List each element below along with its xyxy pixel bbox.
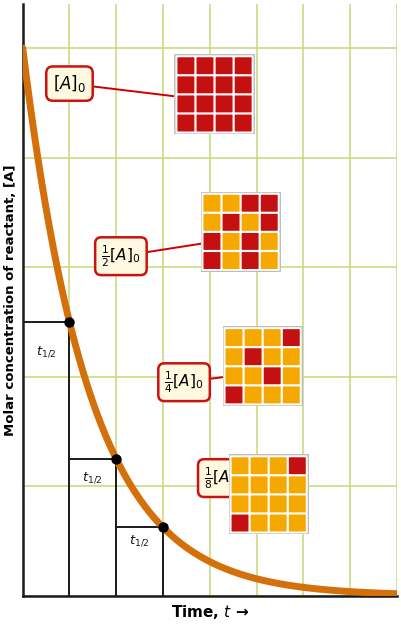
FancyBboxPatch shape xyxy=(250,457,268,475)
FancyBboxPatch shape xyxy=(263,348,282,366)
FancyBboxPatch shape xyxy=(282,329,300,347)
FancyBboxPatch shape xyxy=(269,457,288,475)
FancyBboxPatch shape xyxy=(269,514,288,532)
FancyBboxPatch shape xyxy=(215,95,233,113)
FancyBboxPatch shape xyxy=(269,495,288,513)
FancyBboxPatch shape xyxy=(244,367,262,385)
FancyBboxPatch shape xyxy=(260,251,278,269)
FancyBboxPatch shape xyxy=(282,348,300,366)
FancyBboxPatch shape xyxy=(231,514,249,532)
FancyBboxPatch shape xyxy=(203,194,221,213)
FancyBboxPatch shape xyxy=(263,386,282,404)
FancyBboxPatch shape xyxy=(263,329,282,347)
FancyBboxPatch shape xyxy=(203,232,221,251)
FancyBboxPatch shape xyxy=(244,348,262,366)
FancyBboxPatch shape xyxy=(201,192,280,272)
FancyBboxPatch shape xyxy=(288,476,306,494)
FancyBboxPatch shape xyxy=(198,189,283,274)
X-axis label: Time, $t$ →: Time, $t$ → xyxy=(171,603,249,621)
Text: $[A]_0$: $[A]_0$ xyxy=(53,73,86,94)
FancyBboxPatch shape xyxy=(250,514,268,532)
FancyBboxPatch shape xyxy=(223,326,302,406)
FancyBboxPatch shape xyxy=(288,457,306,475)
FancyBboxPatch shape xyxy=(177,57,195,75)
FancyBboxPatch shape xyxy=(231,476,249,494)
FancyBboxPatch shape xyxy=(222,232,240,251)
FancyBboxPatch shape xyxy=(231,495,249,513)
FancyBboxPatch shape xyxy=(215,76,233,94)
FancyBboxPatch shape xyxy=(175,54,254,134)
FancyBboxPatch shape xyxy=(241,251,259,269)
FancyBboxPatch shape xyxy=(234,76,252,94)
FancyBboxPatch shape xyxy=(222,251,240,269)
FancyBboxPatch shape xyxy=(250,476,268,494)
FancyBboxPatch shape xyxy=(269,476,288,494)
FancyBboxPatch shape xyxy=(225,386,243,404)
Text: $t_{1/2}$: $t_{1/2}$ xyxy=(83,470,103,484)
FancyBboxPatch shape xyxy=(244,329,262,347)
Text: $t_{1/2}$: $t_{1/2}$ xyxy=(36,344,57,359)
Text: $\frac{1}{4}[A]_0$: $\frac{1}{4}[A]_0$ xyxy=(164,369,204,395)
FancyBboxPatch shape xyxy=(234,114,252,132)
FancyBboxPatch shape xyxy=(288,495,306,513)
FancyBboxPatch shape xyxy=(222,194,240,213)
FancyBboxPatch shape xyxy=(288,514,306,532)
FancyBboxPatch shape xyxy=(226,452,311,537)
FancyBboxPatch shape xyxy=(177,114,195,132)
FancyBboxPatch shape xyxy=(250,495,268,513)
FancyBboxPatch shape xyxy=(172,52,257,137)
FancyBboxPatch shape xyxy=(177,95,195,113)
FancyBboxPatch shape xyxy=(203,213,221,231)
FancyBboxPatch shape xyxy=(260,194,278,213)
FancyBboxPatch shape xyxy=(196,57,214,75)
FancyBboxPatch shape xyxy=(263,367,282,385)
FancyBboxPatch shape xyxy=(220,324,305,409)
Y-axis label: Molar concentration of reactant, [A]: Molar concentration of reactant, [A] xyxy=(4,164,17,436)
FancyBboxPatch shape xyxy=(229,454,308,534)
FancyBboxPatch shape xyxy=(225,348,243,366)
FancyBboxPatch shape xyxy=(177,76,195,94)
FancyBboxPatch shape xyxy=(244,386,262,404)
FancyBboxPatch shape xyxy=(196,76,214,94)
FancyBboxPatch shape xyxy=(241,194,259,213)
FancyBboxPatch shape xyxy=(225,367,243,385)
FancyBboxPatch shape xyxy=(225,329,243,347)
FancyBboxPatch shape xyxy=(222,213,240,231)
FancyBboxPatch shape xyxy=(215,114,233,132)
Text: $\frac{1}{2}[A]_0$: $\frac{1}{2}[A]_0$ xyxy=(101,243,141,269)
FancyBboxPatch shape xyxy=(241,232,259,251)
FancyBboxPatch shape xyxy=(231,457,249,475)
FancyBboxPatch shape xyxy=(196,114,214,132)
FancyBboxPatch shape xyxy=(234,95,252,113)
Text: $t_{1/2}$: $t_{1/2}$ xyxy=(129,533,150,548)
FancyBboxPatch shape xyxy=(234,57,252,75)
FancyBboxPatch shape xyxy=(196,95,214,113)
FancyBboxPatch shape xyxy=(215,57,233,75)
FancyBboxPatch shape xyxy=(282,367,300,385)
FancyBboxPatch shape xyxy=(260,213,278,231)
FancyBboxPatch shape xyxy=(203,251,221,269)
FancyBboxPatch shape xyxy=(282,386,300,404)
FancyBboxPatch shape xyxy=(260,232,278,251)
FancyBboxPatch shape xyxy=(241,213,259,231)
Text: $\frac{1}{8}[A]_0$: $\frac{1}{8}[A]_0$ xyxy=(204,465,243,491)
